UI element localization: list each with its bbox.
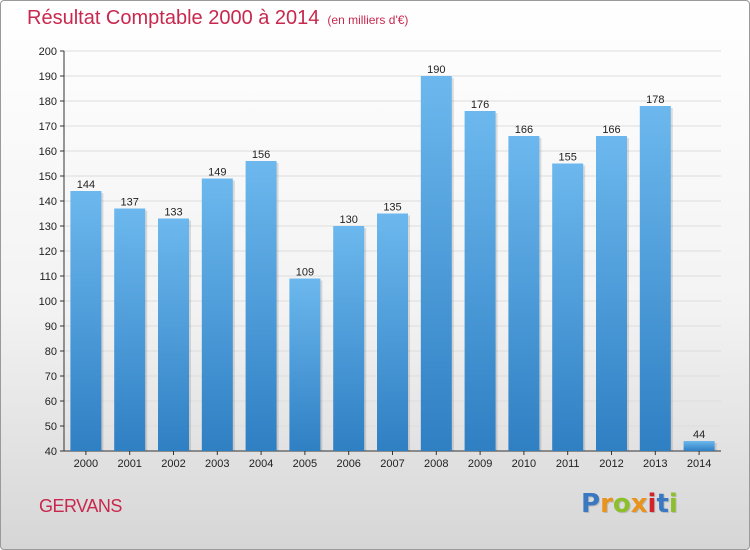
logo-letter: P — [581, 489, 601, 519]
x-tick-label: 2014 — [687, 458, 711, 470]
bar — [158, 218, 189, 451]
y-tick-label: 70 — [45, 371, 57, 383]
bar — [201, 178, 233, 451]
x-tick-label: 2001 — [117, 458, 141, 470]
x-tick-label: 2006 — [336, 458, 360, 470]
x-tick-label: 2010 — [512, 458, 536, 470]
y-tick-label: 120 — [39, 246, 57, 258]
x-tick-label: 2009 — [468, 458, 492, 470]
data-label: 144 — [77, 179, 95, 191]
y-tick-label: 60 — [45, 396, 57, 408]
y-tick-label: 170 — [39, 121, 57, 133]
x-tick-label: 2002 — [161, 458, 185, 470]
chart-title-main: Résultat Comptable 2000 à 2014 — [27, 7, 320, 29]
data-label: 109 — [296, 267, 314, 279]
bar — [333, 226, 365, 451]
y-tick-label: 100 — [39, 296, 57, 308]
data-label: 166 — [602, 124, 620, 136]
data-label: 149 — [208, 167, 226, 179]
bar — [508, 136, 540, 451]
bar — [552, 163, 584, 451]
proxiti-logo: Proxiti — [581, 489, 678, 519]
bar — [464, 111, 496, 451]
commune-name: GERVANS — [39, 496, 122, 516]
bar — [639, 106, 671, 451]
y-tick-label: 180 — [39, 96, 57, 108]
bar — [683, 441, 715, 451]
y-tick-label: 200 — [39, 46, 57, 58]
x-tick-label: 2003 — [205, 458, 229, 470]
x-tick-label: 2012 — [599, 458, 623, 470]
y-tick-label: 110 — [39, 271, 57, 283]
data-label: 135 — [383, 202, 401, 214]
logo-letter: i — [668, 489, 678, 519]
bar — [70, 191, 102, 451]
logo-letter: i — [647, 489, 657, 519]
x-tick-label: 2004 — [249, 458, 273, 470]
data-label: 178 — [646, 94, 664, 106]
data-label: 176 — [471, 99, 489, 111]
y-tick-label: 90 — [45, 321, 57, 333]
bar — [245, 161, 277, 451]
y-tick-label: 190 — [39, 71, 57, 83]
bar — [420, 76, 452, 451]
chart-title: Résultat Comptable 2000 à 2014 (en millie… — [27, 7, 408, 30]
bar — [114, 208, 146, 451]
y-tick-label: 40 — [45, 446, 57, 458]
y-tick-label: 150 — [39, 171, 57, 183]
data-label: 44 — [693, 429, 705, 441]
x-tick-label: 2008 — [424, 458, 448, 470]
data-label: 155 — [559, 152, 577, 164]
data-label: 190 — [427, 64, 445, 76]
data-label: 130 — [340, 214, 358, 226]
data-label: 166 — [515, 124, 533, 136]
data-label: 156 — [252, 149, 270, 161]
bar — [377, 213, 408, 451]
logo-letter: o — [612, 489, 631, 519]
bar — [289, 278, 321, 451]
y-tick-label: 50 — [45, 421, 57, 433]
logo-letter: r — [600, 489, 613, 519]
x-tick-label: 2005 — [293, 458, 317, 470]
bar — [596, 136, 627, 451]
chart-title-unit: (en milliers d'€) — [327, 13, 409, 27]
y-tick-label: 160 — [39, 146, 57, 158]
y-tick-label: 130 — [39, 221, 57, 233]
y-tick-label: 80 — [45, 346, 57, 358]
x-tick-label: 2000 — [74, 458, 98, 470]
x-tick-label: 2007 — [380, 458, 404, 470]
logo-letter: x — [630, 489, 648, 519]
logo-letter: t — [656, 489, 669, 519]
x-tick-label: 2011 — [556, 458, 580, 470]
data-label: 133 — [164, 207, 182, 219]
data-label: 137 — [121, 197, 139, 209]
x-tick-label: 2013 — [643, 458, 667, 470]
y-tick-label: 140 — [39, 196, 57, 208]
